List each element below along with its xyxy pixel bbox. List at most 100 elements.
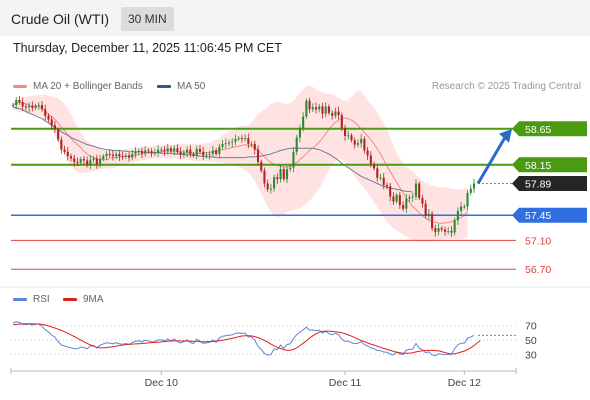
candle-body xyxy=(369,155,372,165)
candle-body xyxy=(408,197,411,199)
candle-body xyxy=(256,149,260,162)
candle-body xyxy=(205,154,208,156)
candle-body xyxy=(431,213,434,229)
candle-body xyxy=(173,148,176,152)
candle-body xyxy=(350,135,353,141)
candle-body xyxy=(344,128,347,136)
candle-body xyxy=(295,137,298,152)
legend-swatch-icon xyxy=(63,297,77,301)
candle-body xyxy=(292,151,295,168)
legend-label: RSI xyxy=(33,294,50,305)
candle-body xyxy=(356,143,359,145)
candle-body xyxy=(453,220,456,233)
candle-body xyxy=(260,161,263,171)
candle-body xyxy=(324,106,327,114)
candle-body xyxy=(379,177,382,179)
candle-body xyxy=(60,139,63,150)
candle-body xyxy=(424,203,427,216)
candle-body xyxy=(221,143,224,147)
legend-9ma: 9MA xyxy=(63,294,104,305)
candle-body xyxy=(437,228,440,232)
candle-body xyxy=(137,151,140,153)
candle-body xyxy=(82,159,85,161)
legend-swatch-icon xyxy=(13,297,27,301)
candle-body xyxy=(44,109,47,116)
candle-body xyxy=(463,206,466,208)
candle-body xyxy=(160,149,163,151)
candle-body xyxy=(224,143,227,145)
candle-body xyxy=(250,143,253,145)
candle-body xyxy=(121,156,124,158)
candle-body xyxy=(34,105,37,108)
candle-body xyxy=(227,142,231,144)
candle-body xyxy=(308,100,311,110)
rsi-tick-label: 70 xyxy=(525,321,537,333)
candle-body xyxy=(244,138,247,140)
candle-body xyxy=(456,210,459,221)
candle-body xyxy=(18,100,21,103)
candle-body xyxy=(266,183,269,190)
rsi-ma-line xyxy=(12,323,481,355)
candle-body xyxy=(147,150,150,152)
level-label: 57.89 xyxy=(525,179,551,191)
candle-body xyxy=(98,159,102,165)
candle-body xyxy=(414,183,418,197)
candle-body xyxy=(218,146,221,154)
candle-body xyxy=(150,151,153,154)
candle-body xyxy=(31,105,34,108)
legend-swatch-icon xyxy=(157,84,171,88)
level-tag-last xyxy=(512,176,587,192)
candle-body xyxy=(131,154,134,158)
candle-body xyxy=(50,119,53,126)
candle-body xyxy=(211,150,214,154)
candle-body xyxy=(337,111,340,116)
candle-body xyxy=(466,192,469,207)
candle-body xyxy=(198,148,202,152)
candle-body xyxy=(57,129,60,140)
candle-body xyxy=(144,150,147,154)
candle-body xyxy=(76,161,79,163)
candle-body xyxy=(92,158,95,160)
candle-body xyxy=(443,229,447,232)
candle-body xyxy=(53,125,56,130)
level-label: 58.15 xyxy=(525,160,551,172)
candle-body xyxy=(63,149,66,152)
candle-body xyxy=(153,152,156,154)
candle-body xyxy=(469,188,472,193)
candle-body xyxy=(182,152,185,155)
candle-body xyxy=(11,105,15,107)
legend-label: MA 50 xyxy=(177,81,206,92)
candle-body xyxy=(105,154,108,157)
timeframe-badge[interactable]: 30 MIN xyxy=(121,7,174,31)
candle-body xyxy=(373,164,376,169)
candle-body xyxy=(269,188,272,190)
candle-body xyxy=(69,156,73,159)
candle-body xyxy=(460,206,463,211)
candle-body xyxy=(305,100,308,117)
candle-body xyxy=(318,106,321,110)
candle-body xyxy=(392,196,395,202)
candle-body xyxy=(163,149,166,152)
candle-body xyxy=(418,183,421,198)
candle-body xyxy=(179,151,182,155)
level-tag-resistance xyxy=(512,157,587,173)
candle-body xyxy=(124,155,127,157)
candle-body xyxy=(140,151,143,154)
candle-body xyxy=(382,177,385,185)
candle-body xyxy=(363,138,366,151)
candle-body xyxy=(86,160,89,165)
candle-body xyxy=(472,183,476,189)
candle-body xyxy=(421,197,424,204)
level-tag-pivot xyxy=(512,207,587,223)
candle-body xyxy=(47,115,50,120)
candle-body xyxy=(360,138,363,144)
candle-body xyxy=(302,116,305,129)
candle-body xyxy=(118,154,121,157)
candle-body xyxy=(376,168,379,178)
x-tick-label: Dec 12 xyxy=(448,377,481,389)
legend-label: 9MA xyxy=(83,294,104,305)
candle-body xyxy=(405,198,408,209)
candle-body xyxy=(411,196,414,198)
forecast-arrow-shaft xyxy=(476,135,508,185)
